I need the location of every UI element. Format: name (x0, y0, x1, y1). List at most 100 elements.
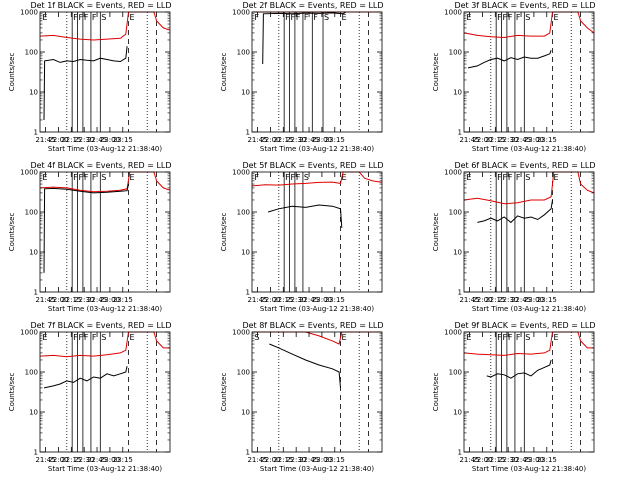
y-tick-label: 100 (25, 369, 38, 377)
events-series-line (269, 343, 341, 388)
x-tick-label: 22:00 (260, 136, 280, 144)
y-axis-label: Counts/sec (8, 373, 16, 412)
x-tick-label: 22:00 (48, 136, 68, 144)
y-tick-label: 1 (246, 289, 250, 297)
flag-label: F (84, 173, 89, 182)
lld-series-line (39, 11, 171, 41)
x-axis-label: Start Time (03-Aug-12 21:38:40) (472, 145, 586, 153)
flag-label: E (42, 173, 47, 182)
y-tick-label: 1 (34, 129, 38, 137)
flag-label: E (341, 333, 346, 342)
y-tick-label: 100 (237, 369, 250, 377)
flag-label: F (516, 13, 521, 22)
y-axis-label: Counts/sec (220, 373, 228, 412)
x-tick-label: 22:45 (299, 296, 319, 304)
panel-title: Det 9f BLACK = Events, RED = LLD (454, 321, 595, 330)
flag-label: F (79, 333, 84, 342)
x-tick-label: 23:00 (312, 296, 332, 304)
panel-title: Det 2f BLACK = Events, RED = LLD (242, 1, 383, 10)
lld-series-line (463, 11, 595, 39)
x-tick-label: 22:15 (61, 136, 81, 144)
events-series-line (262, 11, 347, 65)
x-tick-label: 21:45 (35, 136, 55, 144)
x-tick-label: 22:15 (61, 296, 81, 304)
x-axis-label: Start Time (03-Aug-12 21:38:40) (48, 465, 162, 473)
flag-label: F (296, 13, 301, 22)
y-axis-label: Counts/sec (220, 53, 228, 92)
x-tick-label: 23:15 (113, 296, 133, 304)
x-tick-label: 22:30 (286, 456, 306, 464)
flag-label: F (508, 173, 513, 182)
plot-frame (463, 331, 595, 453)
x-tick-label: 22:30 (498, 296, 518, 304)
x-tick-label: 21:45 (247, 136, 267, 144)
flag-label: E (341, 13, 346, 22)
y-tick-label: 10 (29, 89, 38, 97)
y-tick-label: 1 (246, 449, 250, 457)
x-tick-label: 23:15 (537, 456, 557, 464)
flag-label: F (285, 173, 290, 182)
y-tick-label: 1 (458, 289, 462, 297)
x-axis-label: Start Time (03-Aug-12 21:38:40) (472, 305, 586, 313)
flag-label: F (503, 173, 508, 182)
x-tick-label: 22:45 (511, 296, 531, 304)
flag-label: S (101, 13, 106, 22)
y-axis-label: Counts/sec (432, 53, 440, 92)
events-series-line (477, 199, 553, 224)
y-tick-label: 100 (449, 49, 462, 57)
y-tick-label: 10 (241, 409, 250, 417)
x-tick-label: 22:15 (273, 136, 293, 144)
flag-label: S (525, 13, 530, 22)
flag-label: F (254, 13, 259, 22)
flag-label: E (466, 173, 471, 182)
x-tick-label: 22:30 (74, 136, 94, 144)
flag-label: F (304, 13, 309, 22)
x-tick-label: 22:30 (286, 136, 306, 144)
flag-label: E (466, 333, 471, 342)
x-axis-label: Start Time (03-Aug-12 21:38:40) (260, 305, 374, 313)
y-axis-label: Counts/sec (8, 213, 16, 252)
x-tick-label: 22:30 (74, 296, 94, 304)
flag-label: F (516, 333, 521, 342)
y-tick-label: 1 (34, 289, 38, 297)
events-series-line (43, 366, 128, 389)
x-tick-label: 23:15 (113, 136, 133, 144)
x-tick-label: 22:15 (485, 136, 505, 144)
flag-label: S (525, 173, 530, 182)
x-tick-label: 21:45 (459, 136, 479, 144)
flag-label: F (254, 173, 259, 182)
x-tick-label: 23:15 (325, 456, 345, 464)
flag-label: E (553, 333, 558, 342)
events-series-line (267, 204, 343, 228)
y-tick-label: 100 (449, 209, 462, 217)
plot-frame (39, 331, 171, 453)
flag-label: F (79, 173, 84, 182)
x-tick-label: 23:00 (312, 456, 332, 464)
y-tick-label: 10 (241, 89, 250, 97)
lld-series-line (251, 171, 383, 187)
flag-label: S (304, 173, 309, 182)
x-tick-label: 23:15 (325, 296, 345, 304)
x-tick-label: 21:45 (247, 456, 267, 464)
plot-frame (251, 331, 383, 453)
y-tick-label: 10 (453, 409, 462, 417)
flag-label: F (508, 13, 513, 22)
y-tick-label: 100 (25, 49, 38, 57)
x-tick-label: 22:15 (273, 456, 293, 464)
lld-series-line (39, 171, 171, 193)
x-tick-label: 22:45 (299, 136, 319, 144)
y-tick-label: 1 (458, 129, 462, 137)
panel-title: Det 1f BLACK = Events, RED = LLD (30, 1, 171, 10)
panel-det-8: Det 8f BLACK = Events, RED = LLD S E 1 10 100… (220, 321, 384, 473)
x-axis-label: Start Time (03-Aug-12 21:38:40) (472, 465, 586, 473)
y-tick-label: 1000 (232, 329, 250, 337)
lld-series-line (463, 171, 595, 205)
x-tick-label: 21:45 (35, 456, 55, 464)
y-tick-label: 100 (449, 369, 462, 377)
y-tick-label: 100 (25, 209, 38, 217)
flag-label: E (466, 13, 471, 22)
